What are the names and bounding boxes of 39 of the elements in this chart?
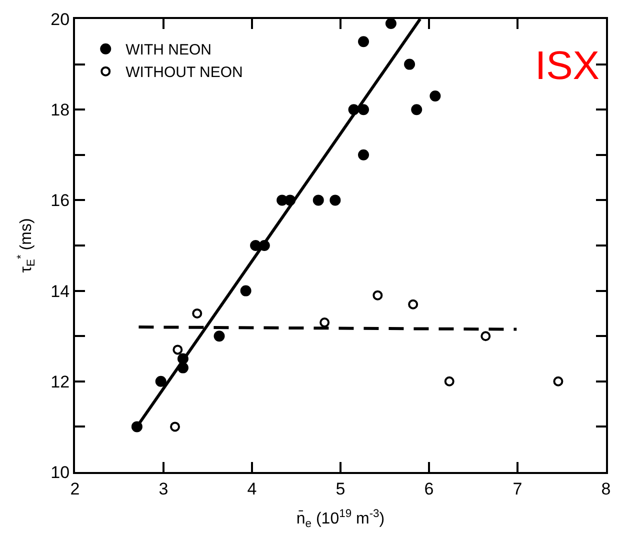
- point: [214, 330, 225, 342]
- point: [240, 285, 252, 296]
- y-tick-label: 20: [50, 10, 70, 29]
- x-axis-title: n̄$_{e}$ (10$^{19}$ m$^{-3}$): [296, 508, 385, 530]
- point: [155, 376, 166, 387]
- point: [444, 376, 454, 386]
- x-tick-label: 8: [601, 479, 611, 498]
- point: [358, 149, 370, 160]
- annotation: ISX: [535, 44, 600, 88]
- y-tick-label: 16: [50, 191, 70, 210]
- y-tick-label: 18: [50, 100, 70, 120]
- point: [330, 194, 341, 206]
- point: [553, 376, 564, 386]
- point: [372, 290, 383, 300]
- legend-label: WITH NEON: [126, 42, 212, 59]
- point: [404, 58, 416, 70]
- point: [411, 104, 422, 116]
- point: [192, 308, 202, 318]
- y-tick-label: 10: [50, 462, 70, 482]
- point: [358, 104, 370, 116]
- x-tick-label: 3: [158, 479, 168, 498]
- x-tick-label: 2: [70, 479, 80, 498]
- point: [385, 19, 396, 30]
- x-tick-label: 7: [512, 479, 522, 498]
- y-tick-label: 14: [50, 282, 70, 301]
- legend-label: WITHOUT NEON: [126, 64, 243, 82]
- point: [430, 90, 441, 102]
- point: [250, 240, 262, 251]
- point: [320, 318, 330, 328]
- x-tick-label: 6: [424, 479, 434, 498]
- point: [170, 422, 180, 432]
- x-tick-label: 5: [336, 479, 346, 498]
- point: [408, 299, 418, 310]
- point: [358, 36, 370, 48]
- point: [480, 331, 491, 342]
- point: [312, 194, 324, 206]
- x-tick-label: 4: [247, 479, 257, 498]
- point: [172, 344, 183, 355]
- y-tick-label: 12: [50, 372, 70, 392]
